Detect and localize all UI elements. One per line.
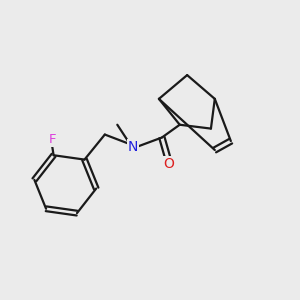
Text: F: F — [48, 133, 56, 146]
Text: N: N — [128, 140, 138, 154]
Text: O: O — [163, 157, 174, 171]
